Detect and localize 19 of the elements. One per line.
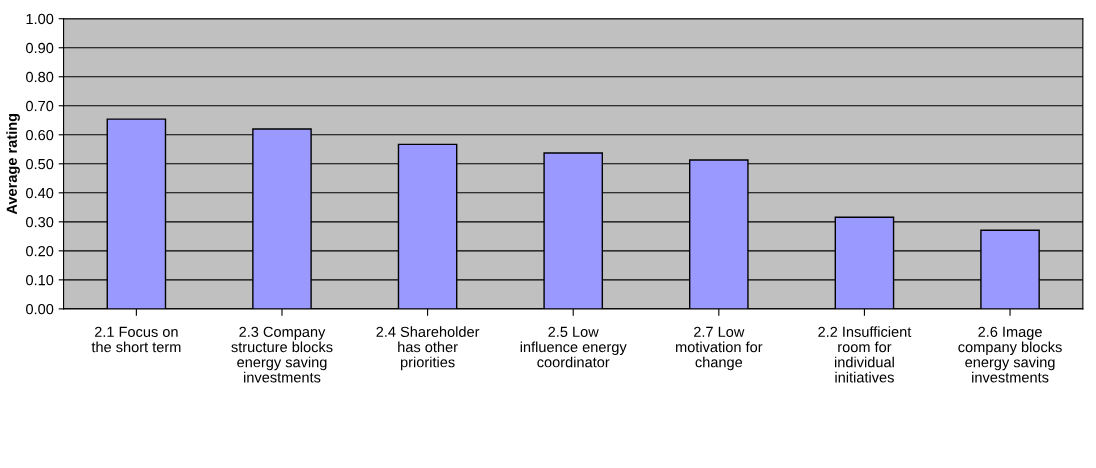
y-tick-label: 0.20: [26, 245, 54, 257]
y-tick-label: 1.00: [26, 13, 54, 25]
y-tick-label: 0.40: [26, 187, 54, 199]
y-tick-label: 0.80: [26, 71, 54, 83]
y-tick-label: 0.50: [26, 158, 54, 170]
x-tick-label: 2.1 Focus on the short term: [91, 326, 181, 353]
x-tick-label: 2.3 Company structure blocks energy saving investments: [231, 326, 333, 383]
y-tick-label: 0.70: [26, 100, 54, 112]
y-tick-label: 0.60: [26, 129, 54, 141]
x-tick-label: 2.6 Image company blocks energy saving investments: [958, 326, 1062, 383]
x-tick-label: 2.7 Low motivation for change: [676, 326, 763, 371]
x-tick-label: 2.5 Low influence energy coordinator: [520, 326, 627, 368]
x-tick-label: 2.4 Shareholder has other priorities: [376, 326, 480, 371]
y-tick-label: 0.00: [26, 303, 54, 315]
y-tick-label: 0.10: [26, 274, 54, 286]
x-tick-label: 2.2 Insufficient room for individual initiatives: [818, 326, 912, 383]
y-axis-title: Average rating: [6, 113, 20, 215]
y-tick-label: 0.90: [26, 42, 54, 54]
y-tick-label: 0.30: [26, 216, 54, 228]
